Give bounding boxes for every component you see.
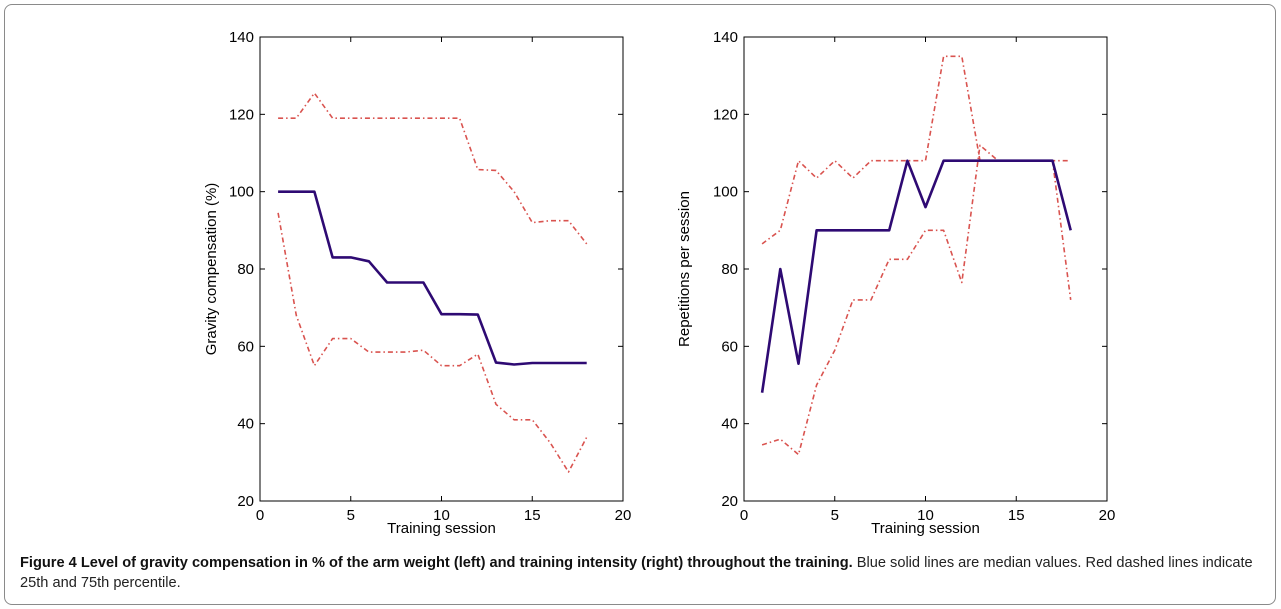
left-plot-area	[259, 36, 624, 502]
left-median-line	[278, 190, 587, 366]
right-x-axis-label: Training session	[871, 520, 980, 537]
right-y-tick-label: 80	[721, 261, 738, 278]
left-y-axis-label: Gravity compensation (%)	[203, 183, 220, 356]
caption-label: Figure 4	[20, 555, 77, 571]
caption-text: Blue solid lines are median values. Red …	[20, 555, 1253, 591]
right-x-tick-label: 5	[831, 507, 839, 524]
left-y-tick-label: 40	[237, 416, 254, 433]
left-x-tick-label: 0	[256, 507, 264, 524]
figure-caption: Figure 4 Level of gravity compensation i…	[20, 553, 1265, 593]
right-y-tick-label: 140	[713, 29, 738, 46]
right-y-tick-label: 60	[721, 338, 738, 355]
right-x-tick-label: 10	[917, 507, 934, 524]
figure-frame: 0 5 10 15 20 20 40 60 80 100 120 140 Training sessio…	[4, 4, 1276, 605]
left-x-tick-label: 20	[615, 507, 632, 524]
left-percentile-line-2	[277, 212, 588, 473]
right-x-tick-label: 15	[1008, 507, 1025, 524]
left-y-tick-label: 60	[237, 338, 254, 355]
left-x-axis-label: Training session	[387, 520, 496, 537]
right-x-tick-label: 0	[740, 507, 748, 524]
right-y-tick-label: 120	[713, 106, 738, 123]
left-y-tick-label: 100	[229, 184, 254, 201]
right-y-tick-label: 20	[721, 493, 738, 510]
right-y-axis-label: Repetitions per session	[676, 191, 693, 347]
right-y-tick-label: 40	[721, 416, 738, 433]
left-y-tick-label: 120	[229, 106, 254, 123]
left-y-tick-label: 80	[237, 261, 254, 278]
right-median-line	[760, 159, 1072, 393]
caption-title: Level of gravity compensation in % of th…	[80, 555, 853, 571]
left-x-tick-label: 15	[524, 507, 541, 524]
right-plot-area	[743, 36, 1108, 502]
left-x-tick-label: 10	[433, 507, 450, 524]
right-percentile-line-1	[761, 55, 1071, 245]
right-x-tick-label: 20	[1099, 507, 1116, 524]
right-y-tick-label: 100	[713, 184, 738, 201]
left-x-tick-label: 5	[347, 507, 355, 524]
left-percentile-line-1	[278, 92, 588, 245]
left-y-tick-label: 20	[237, 493, 254, 510]
left-y-tick-label: 140	[229, 29, 254, 46]
